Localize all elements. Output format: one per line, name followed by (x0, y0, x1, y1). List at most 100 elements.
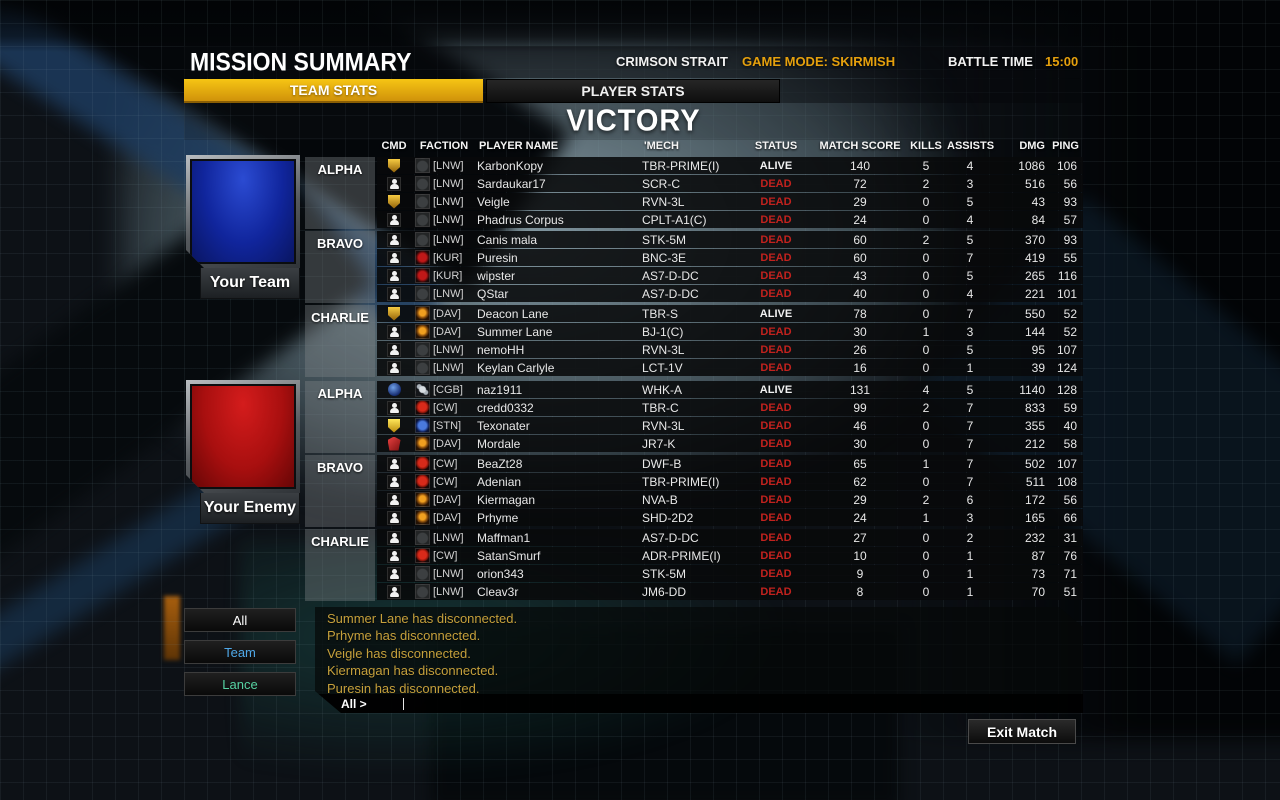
assists-value: 6 (966, 492, 974, 507)
player-unit-tag: [DAV] (433, 325, 461, 338)
status-value: DEAD (760, 457, 792, 470)
player-unit-tag: [DAV] (433, 511, 461, 524)
faction-lnw-icon (414, 530, 430, 545)
chat-text-caret (403, 698, 404, 710)
ping-value: 66 (1063, 510, 1077, 525)
cmd-person-icon-cell (377, 285, 411, 302)
player-unit-tag: [LNW] (433, 585, 464, 598)
faction-dav-icon-cell (411, 491, 433, 508)
ping-value: 101 (1056, 286, 1077, 301)
exit-match-button[interactable]: Exit Match (968, 719, 1076, 744)
cmd-badge-gold-icon (388, 306, 400, 321)
status-value: ALIVE (759, 307, 793, 320)
assists-value: 7 (966, 306, 974, 321)
chat-filter-team-button[interactable]: Team (184, 640, 296, 664)
player-unit-tag: [DAV] (433, 307, 461, 320)
match-score-value: 30 (853, 324, 867, 339)
status-value: DEAD (760, 287, 792, 300)
chat-input-bar[interactable]: All > (315, 694, 1083, 713)
bg-top-frame (0, 0, 1280, 52)
match-score-value: 24 (853, 510, 867, 525)
status-value: DEAD (760, 233, 792, 246)
cmd-person-icon-cell (377, 473, 411, 490)
map-name: CRIMSON STRAIT (616, 54, 728, 69)
ping-value: 55 (1063, 250, 1077, 265)
kills-value: 0 (922, 474, 930, 489)
player-name: wipster (477, 268, 516, 283)
player-unit-tag: [CW] (433, 401, 458, 414)
kills-value: 0 (922, 268, 930, 283)
mech-name: RVN-3L (642, 194, 685, 209)
assists-value: 5 (966, 382, 974, 397)
faction-lnw-icon-cell (411, 175, 433, 192)
faction-lnw-icon-cell (411, 231, 433, 248)
cmd-person-icon (387, 548, 401, 563)
faction-lnw-icon (414, 158, 430, 173)
faction-cgb-icon (414, 382, 430, 397)
mech-name: TBR-S (642, 306, 678, 321)
player-name: Deacon Lane (477, 306, 549, 321)
match-score-value: 131 (849, 382, 871, 397)
player-name: Cleav3r (477, 584, 519, 599)
player-row: [CW] SatanSmurf ADR-PRIME(I) DEAD 10 0 1 87 76 (377, 547, 1083, 564)
faction-lnw-icon-cell (411, 529, 433, 546)
faction-lnw-icon (414, 566, 430, 581)
match-result-bar: VICTORY (184, 103, 1083, 140)
ping-value: 71 (1063, 566, 1077, 581)
kills-value: 2 (922, 400, 930, 415)
dmg-value: 833 (1024, 400, 1045, 415)
cmd-person-icon-cell (377, 323, 411, 340)
player-row: [LNW] Maffman1 AS7-D-DC DEAD 27 0 2 232 31 (377, 529, 1083, 546)
cmd-badge-red-icon-cell (377, 435, 411, 452)
lance-rows: [CGB] naz1911 WHK-A ALIVE 131 4 5 1140 128 [CW] cr… (377, 381, 1083, 453)
kills-value: 0 (922, 436, 930, 451)
ping-value: 56 (1063, 492, 1077, 507)
blue-flag (190, 159, 296, 264)
chat-filter-lance-button[interactable]: Lance (184, 672, 296, 696)
lance-name: ALPHA (305, 157, 375, 229)
match-score-value: 46 (853, 418, 867, 433)
chat-message: Prhyme has disconnected. (327, 628, 481, 644)
cmd-person-icon (387, 400, 401, 415)
faction-cw-icon-cell (411, 473, 433, 490)
kills-value: 0 (922, 418, 930, 433)
kills-value: 2 (922, 492, 930, 507)
player-row: [LNW] Keylan Carlyle LCT-1V DEAD 16 0 1 39 124 (377, 359, 1083, 376)
dmg-value: 172 (1024, 492, 1045, 507)
mech-name: AS7-D-DC (642, 530, 699, 545)
title-bar: MISSION SUMMARY CRIMSON STRAIT GAME MODE… (184, 46, 1083, 78)
faction-kur-icon-cell (411, 249, 433, 266)
tab-player-stats[interactable]: PLAYER STATS (486, 79, 780, 103)
dmg-value: 516 (1024, 176, 1045, 191)
cmd-badge-blue-icon (387, 383, 401, 396)
kills-value: 0 (922, 250, 930, 265)
mech-name: LCT-1V (642, 360, 683, 375)
assists-value: 3 (966, 510, 974, 525)
cmd-person-icon (387, 342, 401, 357)
match-score-value: 62 (853, 474, 867, 489)
kills-value: 5 (922, 158, 930, 173)
match-score-value: 27 (853, 530, 867, 545)
cmd-badge-red-icon (387, 436, 401, 451)
assists-value: 7 (966, 250, 974, 265)
status-value: DEAD (760, 419, 792, 432)
player-name: Veigle (477, 194, 510, 209)
your-team-banner: Your Team (186, 155, 300, 299)
faction-cw-icon-cell (411, 399, 433, 416)
faction-dav-icon-cell (411, 435, 433, 452)
tab-team-stats[interactable]: TEAM STATS (184, 79, 483, 103)
lance-group-bravo: BRAVO [CW] BeaZt28 DWF-B DEAD 65 1 7 502 107 [CW] A… (305, 455, 1083, 527)
dmg-value: 95 (1031, 342, 1045, 357)
kills-value: 4 (922, 382, 930, 397)
kills-value: 0 (922, 530, 930, 545)
col-faction: FACTION (419, 140, 469, 152)
cmd-person-icon-cell (377, 509, 411, 526)
player-row: [DAV] Deacon Lane TBR-S ALIVE 78 0 7 550 52 (377, 305, 1083, 322)
player-unit-tag: [LNW] (433, 567, 464, 580)
mech-name: SHD-2D2 (642, 510, 694, 525)
match-score-value: 16 (853, 360, 867, 375)
player-unit-tag: [LNW] (433, 343, 464, 356)
kills-value: 1 (922, 456, 930, 471)
mech-name: SCR-C (642, 176, 680, 191)
chat-filter-all-button[interactable]: All (184, 608, 296, 632)
